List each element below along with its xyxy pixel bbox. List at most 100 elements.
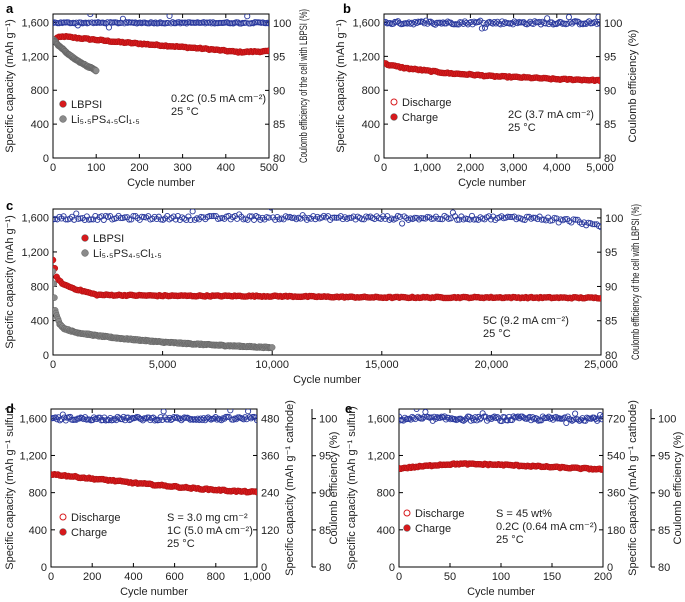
ce-point (538, 216, 545, 223)
panel-b: b 0 1,000 2,000 3,000 4,000 5,000 0 400 800 1,200 1… (335, 1, 639, 189)
ce-point (399, 413, 403, 420)
legend-marker (59, 528, 67, 536)
series-group (51, 409, 257, 496)
ce-point (479, 410, 486, 417)
panel-label: b (343, 1, 351, 16)
x-tick-label: 0 (50, 162, 56, 174)
ce-point (514, 413, 521, 420)
x-tick-label: 3,000 (500, 162, 528, 174)
annotation-line: 25 °C (496, 534, 524, 546)
ce-point (498, 418, 505, 425)
panel-label: a (6, 1, 14, 16)
ce-point (572, 216, 579, 223)
y-tick-label: 800 (31, 281, 49, 293)
ce-point (176, 415, 183, 422)
ce-point (187, 216, 194, 223)
ce-point (268, 209, 274, 211)
ce-point (436, 19, 443, 26)
legend-marker (59, 100, 67, 108)
y3-tick-label: 95 (658, 451, 670, 463)
y2-tick-label: 120 (261, 525, 279, 537)
ce-point (570, 216, 577, 223)
y-axis-label: Specific capacity (mAh g⁻¹ sulfur) (346, 406, 358, 570)
annotation-line: 25 °C (171, 106, 199, 118)
ce-point (596, 20, 600, 27)
ce-point (331, 214, 338, 221)
x-axis-label: Cycle number (458, 177, 526, 189)
ce-point (437, 215, 444, 223)
ce-point (429, 19, 436, 26)
ce-point (118, 19, 125, 26)
y2-axis-label: Coulomb efficiency of the cell with LBPS… (298, 9, 310, 163)
panel-e: e0 50 100 150 20004008001,2001,6000180360540… (345, 400, 684, 598)
ce-point (545, 21, 552, 28)
ce-point (151, 417, 158, 424)
y-tick-label: 1,600 (367, 413, 395, 425)
ce-point (408, 19, 416, 26)
ce-point (346, 214, 353, 221)
y2-tick-label: 180 (607, 525, 625, 537)
ce-point (548, 414, 555, 421)
y3-axis-label: Coulomb efficiency (%) (328, 432, 340, 545)
x-tick-label: 100 (492, 571, 510, 583)
ce-point (206, 415, 213, 422)
y2-tick-label: 100 (273, 18, 291, 30)
capacity-point (253, 488, 257, 496)
y2-axis-label: Coulomb efficiency of the cell with LBPS… (630, 204, 642, 360)
ce-point (544, 414, 551, 421)
ce-point (506, 213, 514, 221)
x-tick-label: 0 (381, 162, 387, 174)
ce-point (525, 20, 532, 27)
legend-label: Charge (402, 112, 438, 124)
ce-point (166, 14, 173, 19)
x-tick-label: 4,000 (543, 162, 571, 174)
capacity-point (92, 67, 100, 74)
ce-point (531, 18, 538, 25)
ce-point (165, 416, 172, 423)
y3-tick-label: 80 (319, 562, 331, 574)
series-group (399, 409, 603, 473)
y3-tick-label: 90 (319, 488, 331, 500)
ce-point (242, 19, 249, 26)
ce-point (208, 20, 215, 27)
x-tick-label: 400 (124, 571, 142, 583)
y2-axis-label: Specific capacity (mAh g⁻¹ cathode) (627, 400, 639, 576)
ce-point (492, 414, 499, 421)
y-tick-label: 800 (377, 488, 395, 500)
annotation-line: 0.2C (0.5 mA cm⁻²) (171, 93, 266, 105)
ce-point (210, 415, 218, 422)
y2-tick-label: 0 (261, 562, 267, 574)
annotation-line: 5C (9.2 mA cm⁻²) (483, 315, 569, 327)
y-tick-label: 1,600 (21, 213, 49, 225)
plot-frame (52, 13, 270, 159)
legend-label: LBPSI (93, 233, 124, 245)
x-tick-label: 600 (165, 571, 183, 583)
y3-tick-label: 90 (658, 488, 670, 500)
ce-point (539, 413, 546, 420)
x-tick-label: 150 (543, 571, 561, 583)
capacity-point (265, 47, 269, 54)
y3-tick-label: 100 (319, 414, 337, 426)
x-tick-label: 500 (260, 162, 278, 174)
x-axis-label: Cycle number (127, 177, 195, 189)
ce-point (494, 413, 501, 421)
ce-point (588, 415, 595, 422)
y2-tick-label: 95 (273, 52, 285, 64)
ce-point (333, 214, 340, 221)
ce-point (52, 414, 59, 421)
ce-point (565, 14, 572, 21)
ce-point (564, 20, 571, 27)
x-tick-label: 200 (130, 162, 148, 174)
legend-marker-open (390, 98, 398, 106)
ce-point (595, 14, 600, 21)
ce-point (572, 410, 579, 417)
panel-a: a 0 100 200 300 400 500 0 400 800 1,200 1,600 80 85 90… (4, 1, 310, 189)
ce-point (511, 18, 518, 25)
ce-point (521, 216, 528, 223)
ce-point (476, 416, 483, 423)
ce-point (435, 215, 442, 222)
ce-point (404, 20, 411, 27)
y2-tick-label: 100 (604, 18, 622, 30)
legend-marker (81, 234, 89, 242)
ce-point (185, 415, 192, 422)
